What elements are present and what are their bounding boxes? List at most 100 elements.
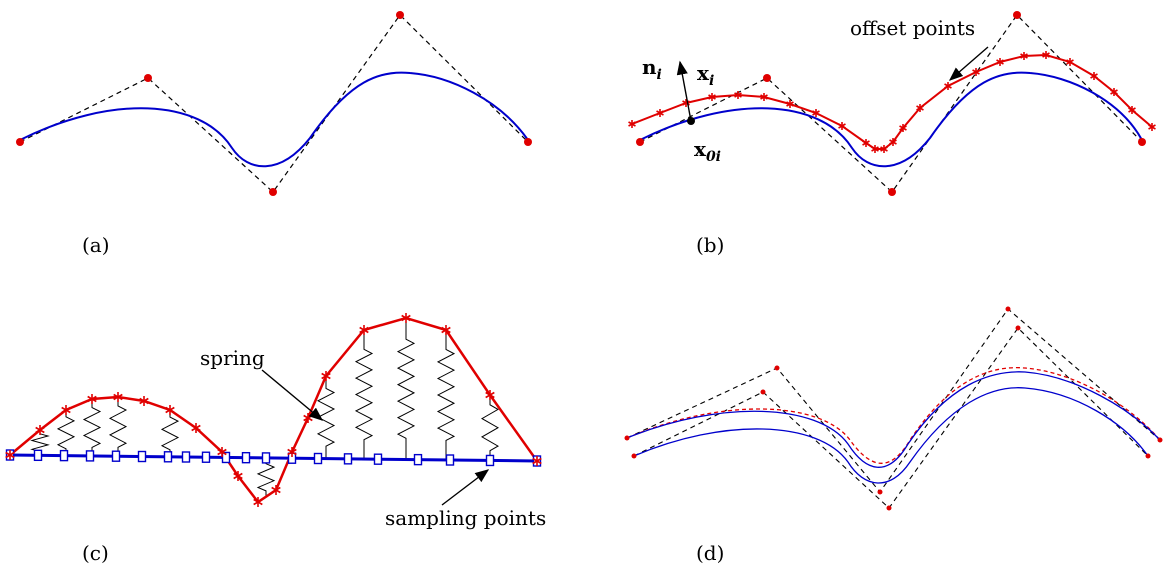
offset-point-marker <box>485 390 495 400</box>
sampling-point <box>137 450 147 463</box>
control-point <box>877 489 883 495</box>
sampling-point <box>343 453 353 465</box>
offset-point-marker <box>889 138 897 146</box>
control-point <box>886 505 892 511</box>
control-point <box>763 74 771 82</box>
point-label: xi <box>697 61 714 89</box>
panel-c: spring sampling points (c) <box>5 313 546 565</box>
spring-arrow <box>261 369 324 421</box>
sampling-arrow <box>441 469 490 506</box>
offset-point-marker <box>113 392 123 402</box>
offset-point-marker <box>708 93 716 101</box>
offset-point-marker <box>359 325 369 335</box>
offset-point-marker <box>899 124 907 132</box>
sampling-point <box>413 453 423 466</box>
spring <box>354 330 374 460</box>
control-points <box>636 11 1146 196</box>
offset-point-marker <box>916 104 924 112</box>
offset-point-marker <box>628 120 636 128</box>
springs <box>30 318 500 497</box>
offset-point-marker <box>532 456 542 466</box>
caption-d: (d) <box>696 541 724 565</box>
offset-points-label: offset points <box>850 16 975 40</box>
spring <box>108 397 128 457</box>
control-point <box>760 389 766 395</box>
sampling-point <box>313 452 323 465</box>
spring <box>480 395 500 461</box>
offset-point-marker <box>35 425 45 435</box>
spring <box>160 410 180 457</box>
control-points <box>16 11 532 196</box>
control-point <box>774 365 780 371</box>
control-point <box>624 435 630 441</box>
offset-point-marker <box>1020 52 1028 60</box>
offset-point-marker <box>760 93 768 101</box>
sampling-point <box>33 449 43 462</box>
base-point <box>687 117 695 125</box>
offset-curve-target <box>626 366 1161 464</box>
control-polygon-offset <box>633 327 1149 509</box>
offset-point-marker <box>217 447 227 457</box>
control-point <box>524 138 532 146</box>
offset-point-marker <box>303 413 313 423</box>
control-polygon-original <box>626 308 1161 493</box>
offset-point-marker <box>871 145 879 153</box>
offset-point-marker <box>61 405 71 415</box>
caption-b: (b) <box>696 233 724 257</box>
offset-points-arrow <box>948 46 989 81</box>
offset-curve <box>9 316 539 504</box>
offset-point-marker <box>191 423 201 433</box>
control-point <box>1013 11 1021 19</box>
offset-point-marker <box>5 450 15 460</box>
panel-a: (a) <box>16 11 532 257</box>
offset-point-marker <box>287 447 297 457</box>
sampling-point <box>111 450 121 462</box>
offset-point-marker <box>1066 58 1074 66</box>
sampling-point <box>85 450 95 462</box>
offset-point-marker <box>944 82 952 90</box>
control-polygon <box>639 14 1143 193</box>
control-points <box>624 306 1163 511</box>
sampling-label: sampling points <box>385 506 546 530</box>
sampling-point <box>373 453 383 465</box>
offset-point-marker <box>139 396 149 406</box>
control-point <box>16 138 24 146</box>
offset-point-marker <box>812 109 820 117</box>
offset-points <box>628 51 1156 153</box>
sampling-point <box>163 451 173 463</box>
offset-point-marker <box>838 122 846 130</box>
caption-a: (a) <box>82 233 110 257</box>
sampling-point <box>181 451 191 463</box>
sampling-point <box>485 454 495 467</box>
bspline-curve <box>19 71 529 168</box>
spring <box>256 457 276 497</box>
control-point <box>888 188 896 196</box>
offset-point-marker <box>734 91 742 99</box>
control-point <box>1005 306 1011 312</box>
fitted-curve <box>626 371 1161 468</box>
offset-points <box>5 313 542 507</box>
control-point <box>1157 437 1163 443</box>
offset-point-marker <box>165 405 175 415</box>
sampling-point <box>261 452 271 464</box>
spring <box>396 318 416 460</box>
panel-b: ni xi x0i offset points (b) <box>628 11 1156 257</box>
panel-d: (d) <box>624 306 1163 565</box>
offset-point-marker <box>1148 123 1156 131</box>
offset-point-marker <box>656 109 664 117</box>
control-point <box>1145 453 1151 459</box>
offset-point-marker <box>1042 51 1050 59</box>
original-curve <box>633 387 1149 484</box>
offset-point-marker <box>253 497 263 507</box>
offset-point-marker <box>233 471 243 481</box>
offset-point-marker <box>1128 106 1136 114</box>
base-point-label: x0i <box>694 137 721 165</box>
normal-vector-arrow <box>676 60 692 122</box>
control-point <box>396 11 404 19</box>
normal-label: ni <box>642 55 662 83</box>
control-point <box>636 138 644 146</box>
offset-point-marker <box>441 325 451 335</box>
offset-point-marker <box>401 313 411 323</box>
spring <box>82 399 102 456</box>
